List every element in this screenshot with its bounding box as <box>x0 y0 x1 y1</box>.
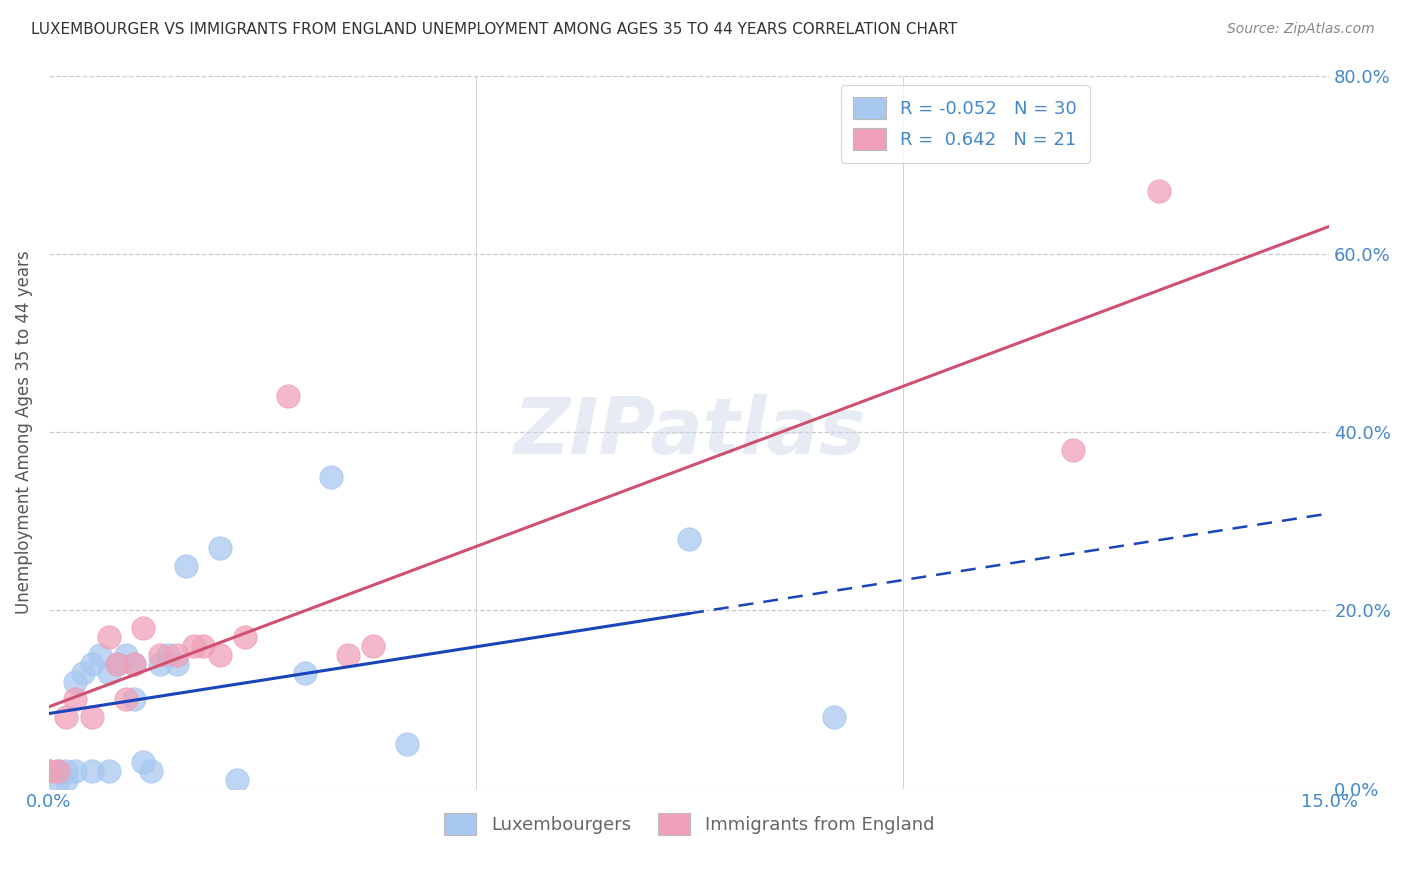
Point <box>823 710 845 724</box>
Point <box>319 469 342 483</box>
Point <box>114 692 136 706</box>
Point <box>336 648 359 662</box>
Point <box>46 764 69 778</box>
Point <box>208 648 231 662</box>
Point <box>55 710 77 724</box>
Point <box>46 764 69 778</box>
Text: LUXEMBOURGER VS IMMIGRANTS FROM ENGLAND UNEMPLOYMENT AMONG AGES 35 TO 44 YEARS C: LUXEMBOURGER VS IMMIGRANTS FROM ENGLAND … <box>31 22 957 37</box>
Point <box>38 764 60 778</box>
Point <box>63 692 86 706</box>
Point <box>97 764 120 778</box>
Point <box>97 665 120 680</box>
Point <box>63 674 86 689</box>
Point <box>149 657 172 671</box>
Point <box>166 657 188 671</box>
Point <box>132 621 155 635</box>
Point <box>89 648 111 662</box>
Point <box>38 764 60 778</box>
Text: Source: ZipAtlas.com: Source: ZipAtlas.com <box>1227 22 1375 37</box>
Point <box>183 639 205 653</box>
Text: ZIPatlas: ZIPatlas <box>513 394 865 470</box>
Point <box>166 648 188 662</box>
Point <box>72 665 94 680</box>
Point <box>80 657 103 671</box>
Point <box>124 657 146 671</box>
Point <box>363 639 385 653</box>
Point <box>208 541 231 555</box>
Point <box>105 657 128 671</box>
Point <box>157 648 180 662</box>
Point <box>132 755 155 769</box>
Point <box>225 772 247 787</box>
Point <box>1147 185 1170 199</box>
Point <box>124 657 146 671</box>
Point <box>97 630 120 644</box>
Point <box>80 764 103 778</box>
Point <box>46 772 69 787</box>
Point <box>1062 442 1084 457</box>
Point <box>294 665 316 680</box>
Point <box>55 772 77 787</box>
Point <box>114 648 136 662</box>
Y-axis label: Unemployment Among Ages 35 to 44 years: Unemployment Among Ages 35 to 44 years <box>15 251 32 614</box>
Point <box>124 692 146 706</box>
Legend: Luxembourgers, Immigrants from England: Luxembourgers, Immigrants from England <box>434 804 943 844</box>
Point <box>191 639 214 653</box>
Point <box>233 630 256 644</box>
Point <box>149 648 172 662</box>
Point <box>63 764 86 778</box>
Point <box>396 737 419 751</box>
Point <box>141 764 163 778</box>
Point <box>80 710 103 724</box>
Point <box>105 657 128 671</box>
Point <box>174 558 197 573</box>
Point <box>678 532 700 546</box>
Point <box>55 764 77 778</box>
Point <box>277 389 299 403</box>
